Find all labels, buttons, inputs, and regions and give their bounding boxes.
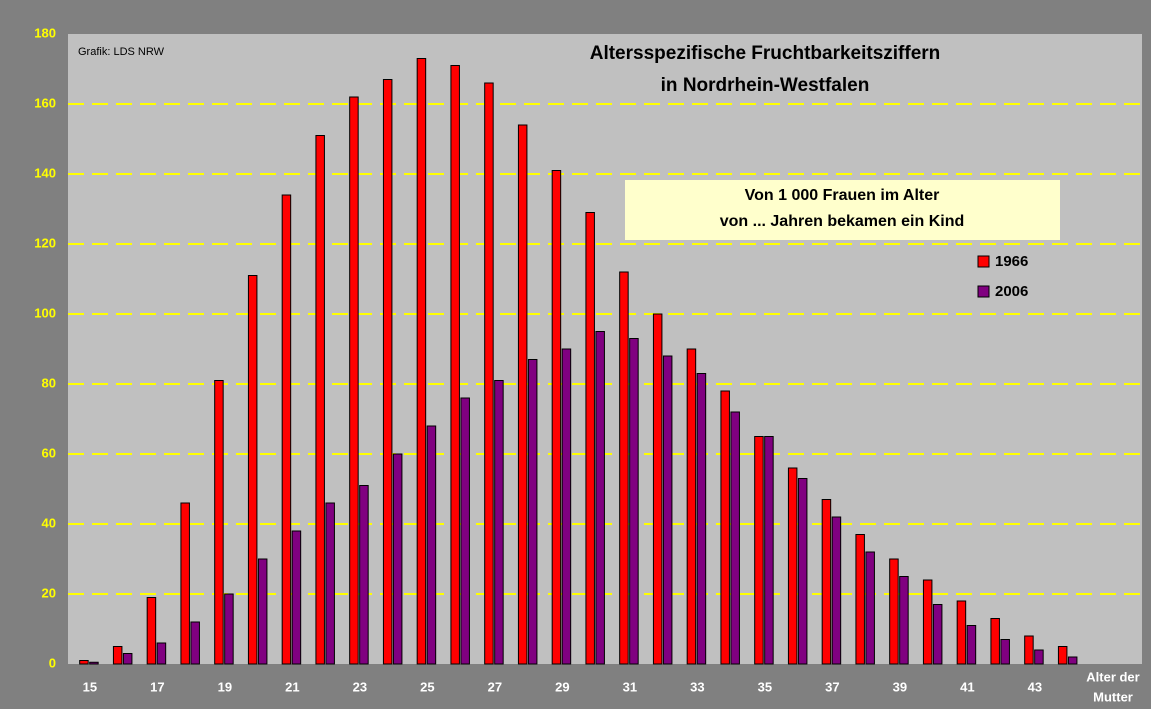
y-tick-label: 160 [34,95,56,110]
x-tick-label: 35 [758,679,772,694]
bar [1000,639,1010,665]
x-tick-label: 15 [83,679,97,694]
annotation: von ... Jahren bekamen ein Kind [720,213,965,230]
bar [122,653,133,665]
bar [932,604,943,665]
bar [1057,646,1068,665]
bar [1034,649,1044,665]
x-tick-label: 23 [353,679,367,694]
bar [527,359,538,665]
legend-swatch [977,285,990,298]
bar [426,425,437,665]
bar [662,355,673,665]
bar [821,499,832,665]
bar [382,79,393,665]
source: Grafik: LDS NRW [78,46,165,58]
bar [787,467,798,665]
bar [730,411,740,665]
bar [619,271,629,665]
bar [831,516,842,665]
bar [484,82,494,665]
annotation-box [625,180,1060,240]
x-tick-label: 29 [555,679,569,694]
x-tick-label: 43 [1028,679,1042,694]
x-tick-label: 31 [623,679,637,694]
x-tick-label: 19 [218,679,232,694]
chart-title: Altersspezifische Fruchtbarkeitsziffern [590,43,941,64]
bar [956,600,967,665]
bar [224,593,234,665]
bar [315,135,325,665]
y-tick-label: 0 [49,655,56,670]
bar [416,58,427,665]
bar [392,453,403,665]
x-tick-label: 17 [150,679,164,694]
plot-area [68,34,1142,664]
bar [450,65,460,665]
bar [720,390,730,665]
bar [629,338,639,665]
bar [652,313,663,665]
bar [561,348,572,665]
y-tick-label: 100 [34,305,56,320]
bar [865,551,875,665]
bar [79,660,89,665]
bar [89,661,99,665]
bar [1067,656,1078,665]
bar [112,646,123,665]
bar [754,436,764,665]
x-tick-label: 27 [488,679,502,694]
y-tick-label: 120 [34,235,56,250]
bar [291,530,302,665]
chart-title: in Nordrhein-Westfalen [661,75,870,96]
bar [190,621,200,665]
bar [180,502,190,665]
bar [922,579,933,665]
bar [595,331,605,665]
bar [889,558,899,665]
x-tick-label: 33 [690,679,704,694]
y-tick-label: 40 [42,515,56,530]
bar [966,625,977,665]
bar [494,380,504,665]
x-tick-label: 25 [420,679,434,694]
y-tick-label: 60 [42,445,56,460]
bar [257,558,268,665]
legend-label: 2006 [995,283,1028,300]
bar [325,502,335,665]
bar [585,212,595,665]
y-tick-label: 20 [42,585,56,600]
bar [359,485,369,665]
bar [349,96,359,665]
annotation: Von 1 000 Frauen im Alter [745,187,940,204]
bar [899,576,909,665]
x-axis-label: Mutter [1093,689,1133,704]
bar [797,478,808,665]
bar [686,348,697,665]
y-tick-label: 80 [42,375,56,390]
bar [855,534,865,665]
bar [990,618,1000,665]
bar [517,124,528,665]
bar [460,397,470,665]
bar [281,194,292,665]
bar [1024,635,1034,665]
x-tick-label: 37 [825,679,839,694]
x-tick-label: 41 [960,679,974,694]
legend-swatch [977,255,990,268]
bar [146,597,157,665]
legend-label: 1966 [995,253,1028,270]
bar [247,275,258,665]
bar [764,436,774,665]
bar [696,373,707,665]
x-tick-label: 39 [893,679,907,694]
y-tick-label: 140 [34,165,56,180]
bar [551,170,562,665]
y-tick-label: 180 [34,25,56,40]
bar [214,380,224,665]
x-tick-label: 21 [285,679,299,694]
bar [156,642,167,665]
x-axis-label: Alter der [1086,669,1139,684]
